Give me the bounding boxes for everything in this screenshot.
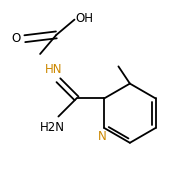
Text: O: O xyxy=(12,32,21,45)
Text: H2N: H2N xyxy=(40,121,65,134)
Text: N: N xyxy=(98,130,107,143)
Text: OH: OH xyxy=(75,12,93,25)
Text: HN: HN xyxy=(45,63,62,76)
